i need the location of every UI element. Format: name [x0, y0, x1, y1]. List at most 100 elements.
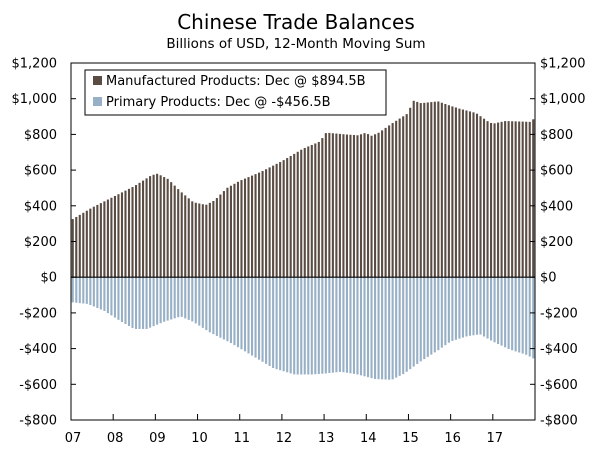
bar [454, 277, 457, 340]
bar [268, 277, 271, 366]
bar [247, 177, 250, 278]
bar [110, 277, 113, 316]
bar [187, 277, 190, 320]
bar [226, 277, 229, 342]
bar [247, 277, 250, 354]
bar [497, 122, 500, 278]
bar [275, 163, 278, 278]
bar [314, 143, 317, 278]
bar [142, 277, 145, 329]
bar [331, 277, 334, 373]
chart-subtitle: Billions of USD, 12-Month Moving Sum [166, 36, 425, 52]
bar [92, 206, 95, 278]
bar [458, 108, 461, 278]
bar [349, 134, 352, 278]
bar [525, 121, 528, 278]
bar [359, 277, 363, 376]
bar [99, 203, 102, 278]
bar [398, 118, 401, 278]
legend-swatch-primary [93, 97, 102, 106]
bar [240, 180, 243, 278]
bar [532, 277, 535, 359]
bar [152, 277, 155, 327]
bar [138, 277, 141, 329]
bar [440, 277, 443, 348]
legend-label-manufactured: Manufactured Products: Dec @ $894.5B [106, 74, 366, 89]
bar [300, 277, 303, 375]
y-tick-label-left: $1,000 [12, 92, 58, 107]
bars-layer [71, 100, 535, 380]
bar [409, 277, 412, 370]
bar [532, 119, 535, 278]
bar [377, 277, 380, 380]
bar [152, 174, 155, 278]
bar [475, 113, 479, 278]
bar [163, 177, 166, 278]
bar [131, 277, 134, 328]
bar [324, 277, 327, 374]
bar [268, 167, 271, 278]
bar [356, 135, 359, 278]
bar [370, 277, 373, 379]
y-tick-label-right: -$400 [540, 342, 578, 357]
bar [201, 204, 204, 278]
bar [279, 277, 282, 371]
bar [430, 277, 433, 355]
bar [521, 277, 524, 354]
y-tick-label-right: $1,000 [540, 92, 586, 107]
bar [317, 141, 320, 278]
bar [233, 277, 236, 346]
bar [236, 181, 240, 278]
bar [511, 121, 514, 278]
bar [374, 134, 377, 278]
bar [124, 277, 127, 325]
y-tick-label-left: $600 [24, 164, 57, 179]
bar [215, 277, 218, 336]
bar [370, 135, 373, 278]
bar [296, 151, 299, 278]
bar [194, 277, 197, 324]
bar [482, 277, 486, 337]
bar [416, 277, 419, 364]
bar [426, 277, 429, 357]
bar [208, 202, 211, 278]
bar [472, 277, 475, 336]
bar [451, 277, 454, 341]
bar [71, 219, 74, 278]
bar [82, 277, 85, 304]
bar [321, 138, 324, 278]
bar [124, 190, 127, 278]
bar [454, 107, 457, 278]
bar [391, 277, 394, 380]
bar [384, 127, 387, 278]
bar [328, 277, 331, 374]
bar [307, 146, 310, 278]
bar [120, 277, 124, 323]
bar [514, 277, 517, 352]
bar [145, 178, 148, 278]
bar [310, 277, 313, 375]
bar [219, 277, 222, 338]
bar [475, 277, 479, 335]
bar [461, 109, 464, 278]
bar [296, 277, 299, 375]
series-manufactured-products [71, 100, 535, 278]
bar [447, 105, 450, 278]
bar [525, 277, 528, 355]
bar [240, 277, 243, 350]
bar [85, 277, 88, 304]
bar [507, 121, 510, 278]
y-tick-label-right: $400 [540, 199, 573, 214]
bar [222, 277, 225, 340]
bar [89, 277, 92, 306]
bar [335, 133, 338, 278]
bar [286, 158, 289, 278]
y-tick-label-left: -$400 [19, 342, 57, 357]
bar [75, 277, 78, 303]
bar [486, 277, 489, 339]
bar [173, 277, 176, 319]
bar [493, 123, 496, 278]
bar [402, 116, 405, 278]
bar [461, 277, 464, 338]
